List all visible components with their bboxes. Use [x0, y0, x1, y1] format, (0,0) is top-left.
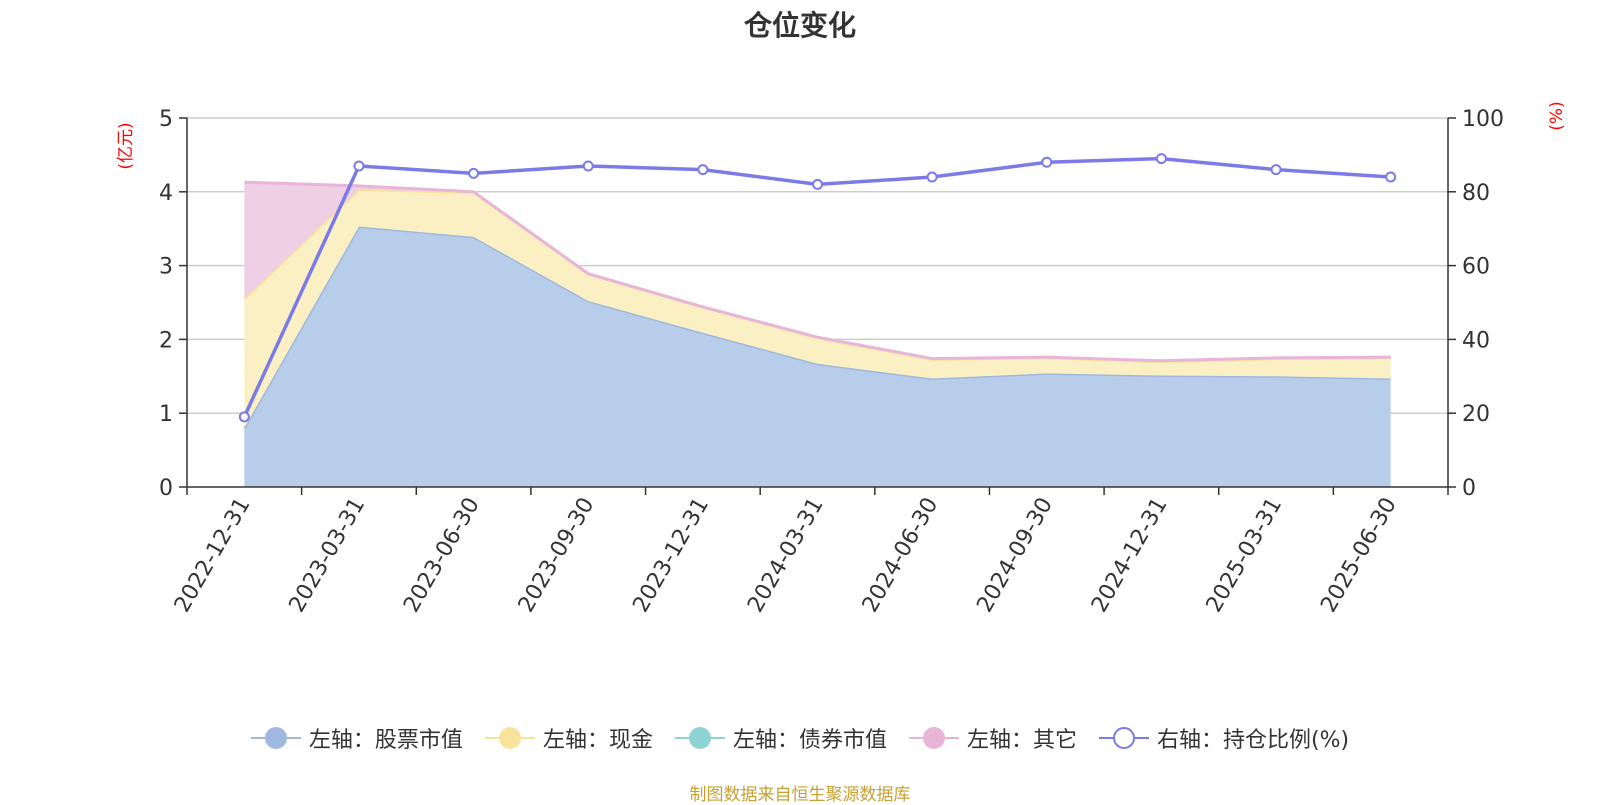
legend-bond-label: 左轴：债券市值 [732, 728, 887, 753]
ratio-point [1041, 156, 1053, 168]
ratio-point [353, 160, 365, 172]
legend-stock-label: 左轴：股票市值 [308, 728, 463, 753]
ratio-point [812, 178, 823, 190]
ratio-point [1270, 164, 1282, 176]
left-axis-unit-label: (亿元) [116, 122, 136, 169]
x-tick-label: 2024-12-31 [1087, 494, 1173, 617]
right-tick-label: 20 [1462, 402, 1490, 427]
chart-title: 仓位变化 [743, 9, 856, 42]
left-tick-label: 5 [159, 107, 173, 132]
area-edge-左轴：其它 [244, 180, 1391, 363]
left-tick-label: 3 [159, 255, 173, 280]
x-tick-label: 2025-06-30 [1316, 494, 1402, 617]
x-tick-label: 2024-06-30 [858, 494, 944, 617]
right-tick-label: 60 [1462, 255, 1490, 280]
legend-item-stock[interactable]: 左轴：股票市值 [250, 722, 463, 754]
ratio-point [1155, 153, 1167, 165]
left-tick-label: 1 [159, 402, 173, 427]
ratio-point [697, 164, 709, 176]
legend-ratio-label: 右轴：持仓比例(%) [1156, 728, 1350, 753]
ratio-line-series [238, 153, 1397, 423]
x-tick-label: 2024-09-30 [972, 494, 1058, 617]
legend-item-other[interactable]: 左轴：其它 [908, 722, 1077, 754]
ratio-point [1385, 171, 1397, 183]
x-tick-label: 2022-12-31 [170, 494, 256, 617]
legend: 左轴：股票市值 左轴：现金 左轴：债券市值 左轴：其它 右轴：持仓比例(%) [0, 722, 1600, 754]
right-tick-label: 40 [1462, 328, 1490, 353]
right-tick-label: 100 [1462, 107, 1504, 132]
legend-item-ratio[interactable]: 右轴：持仓比例(%) [1098, 722, 1350, 754]
left-tick-label: 0 [159, 476, 173, 501]
chart-area: 0 1 2 3 4 5 0 20 40 60 80 100 2022-12-31 2023-03-31 20… [116, 101, 1567, 617]
x-tick-label: 2023-12-31 [628, 494, 714, 617]
right-tick-label: 0 [1462, 476, 1476, 501]
ratio-point [582, 160, 594, 172]
legend-other-marker-icon [908, 726, 959, 750]
legend-stock-marker-icon [250, 726, 301, 750]
area-左轴：现金 [244, 189, 1391, 428]
legend-item-bond[interactable]: 左轴：债券市值 [674, 722, 887, 754]
stacked-areas [243, 180, 1391, 487]
ratio-point [468, 167, 480, 179]
left-tick-label: 2 [159, 328, 173, 353]
x-tick-label: 2024-03-31 [743, 494, 829, 617]
right-axis-unit-label: (%) [1547, 101, 1567, 130]
x-tick-label: 2023-06-30 [399, 494, 485, 617]
legend-cash-label: 左轴：现金 [542, 728, 653, 753]
x-tick-label: 2023-09-30 [514, 494, 600, 617]
legend-other-label: 左轴：其它 [966, 728, 1077, 753]
ratio-point [238, 411, 250, 423]
legend-ratio-marker-icon [1098, 726, 1149, 750]
x-tick-label: 2023-03-31 [285, 494, 371, 617]
area-左轴：股票市值 [244, 226, 1391, 487]
left-tick-label: 4 [159, 181, 173, 206]
right-tick-label: 80 [1462, 181, 1490, 206]
ratio-point [926, 171, 938, 183]
legend-item-cash[interactable]: 左轴：现金 [484, 722, 653, 754]
x-tick-label: 2025-03-31 [1202, 494, 1288, 617]
legend-bond-marker-icon [674, 726, 725, 750]
legend-cash-marker-icon [484, 726, 535, 750]
source-note: 制图数据来自恒生聚源数据库 [689, 785, 911, 805]
